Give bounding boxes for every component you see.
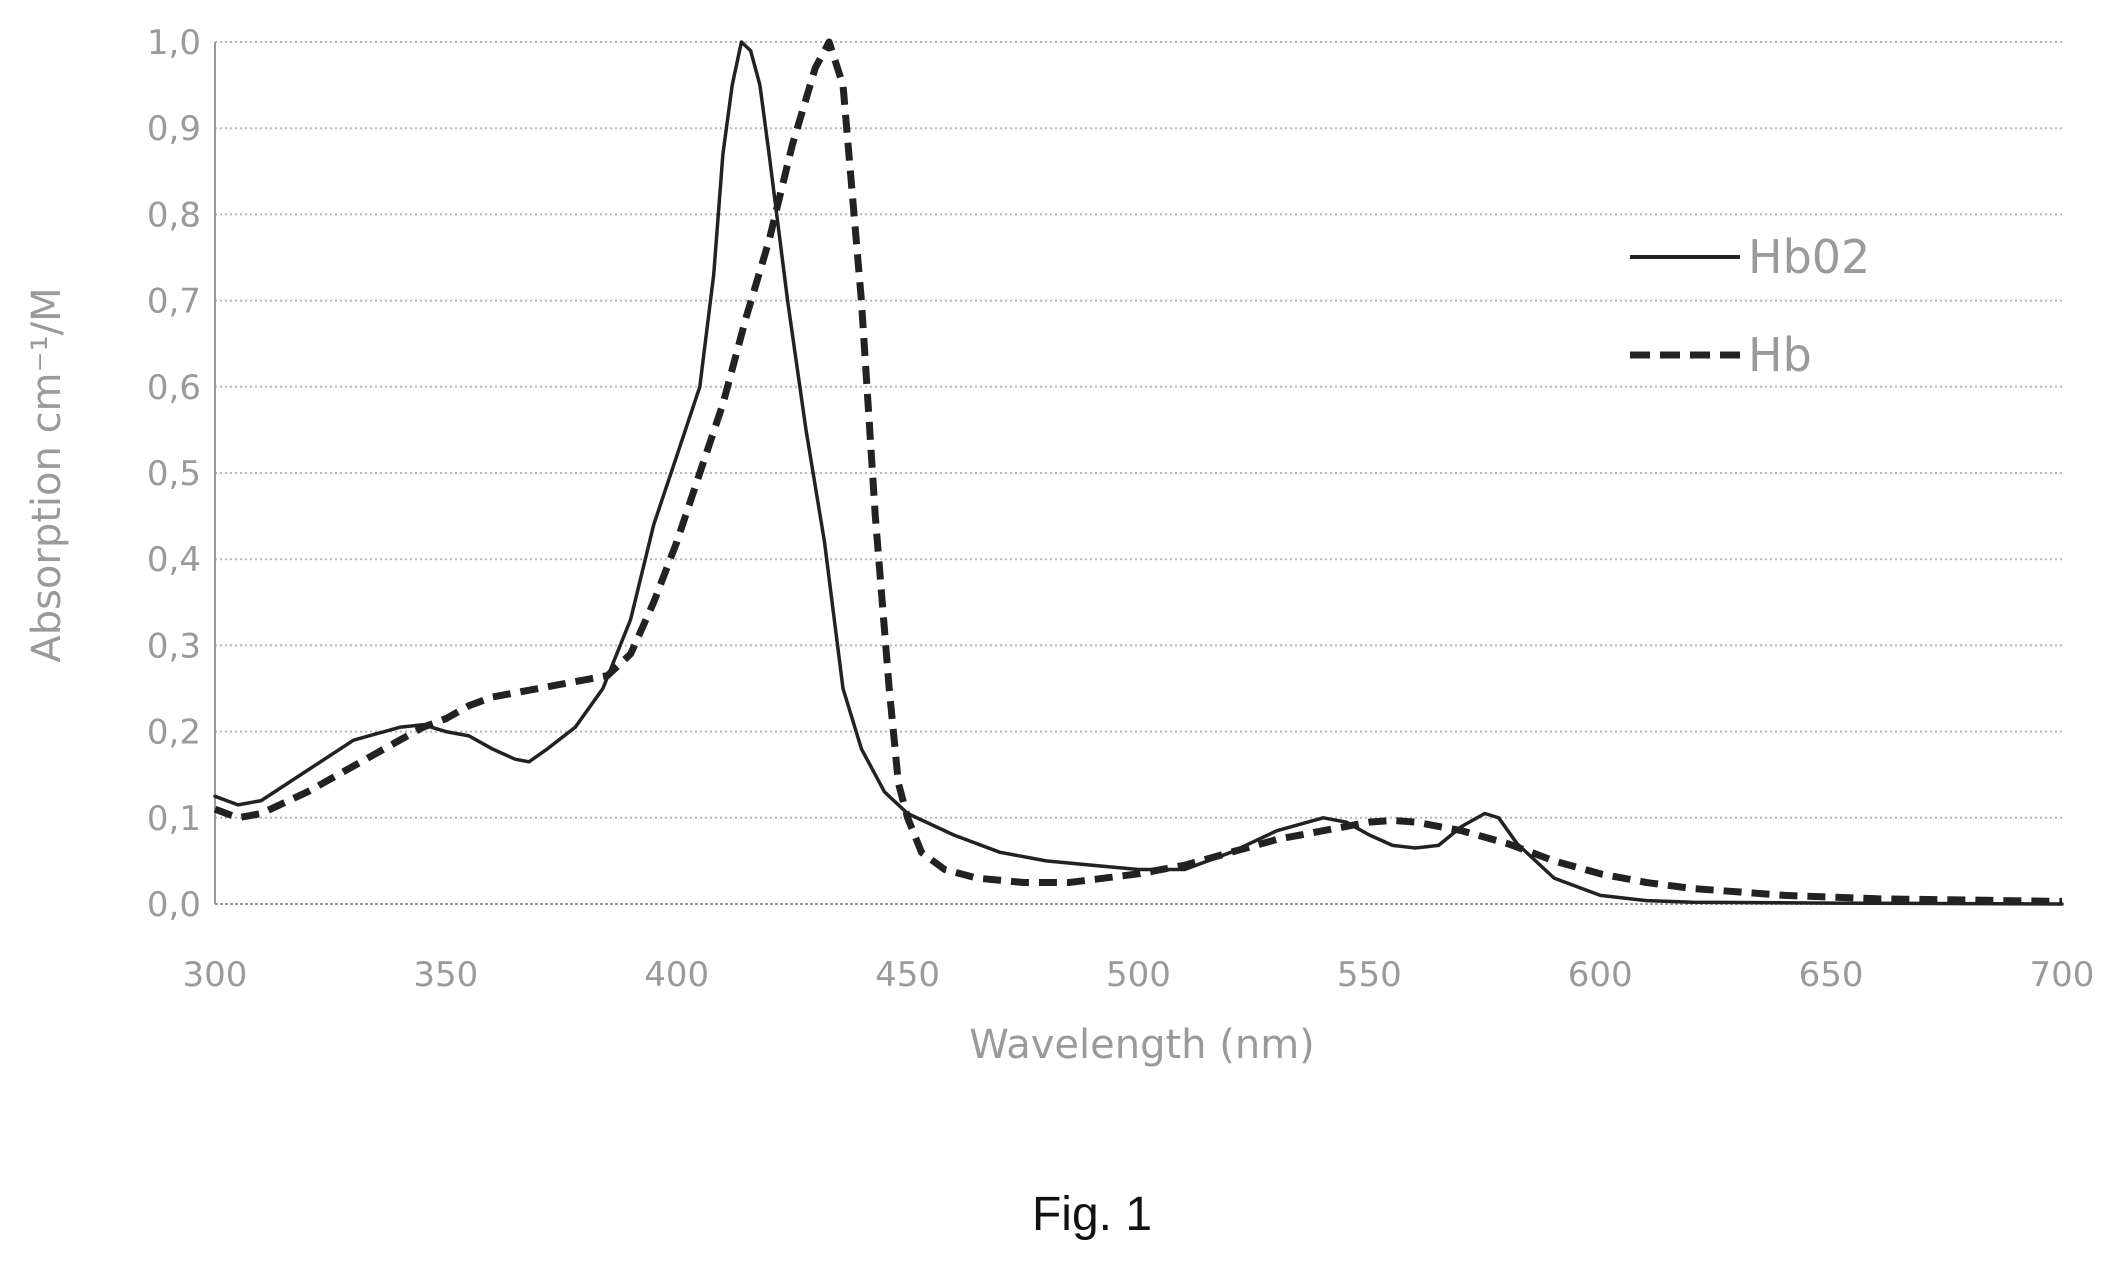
y-tick-label: 0,0 [147, 885, 201, 925]
y-axis-title: Absorption cm⁻¹/M [24, 287, 70, 662]
x-tick-label: 300 [183, 955, 248, 995]
x-tick-label: 500 [1106, 955, 1171, 995]
x-tick-label: 600 [1568, 955, 1633, 995]
y-tick-label: 0,6 [147, 368, 201, 408]
x-tick-label: 650 [1799, 955, 1864, 995]
x-tick-label: 400 [644, 955, 709, 995]
y-tick-label: 0,9 [147, 109, 201, 149]
gridlines [215, 41, 2062, 819]
y-tick-label: 0,7 [147, 282, 201, 322]
y-tick-label: 0,4 [147, 540, 201, 580]
figure-caption: Fig. 1 [1032, 1188, 1152, 1241]
axes [214, 42, 2062, 905]
x-tick-labels: 300 350 400 450 500 550 600 650 700 [183, 955, 2095, 995]
x-axis-title: Wavelength (nm) [969, 1022, 1315, 1068]
legend-label-hbo2: Hb02 [1748, 230, 1870, 284]
x-tick-label: 350 [413, 955, 478, 995]
y-tick-label: 0,5 [147, 454, 201, 494]
series-lines [213, 38, 2064, 906]
legend-label-hb: Hb [1748, 328, 1812, 382]
y-tick-label: 1,0 [147, 23, 201, 63]
legend: Hb02 Hb [1630, 230, 1870, 382]
x-tick-label: 550 [1337, 955, 1402, 995]
y-tick-labels: 0,0 0,1 0,2 0,3 0,4 0,5 0,6 0,7 0,8 0,9 1,0 [147, 23, 201, 925]
series-line-hb02 [213, 40, 2064, 906]
y-tick-label: 0,3 [147, 626, 201, 666]
y-tick-label: 0,2 [147, 713, 201, 753]
y-tick-label: 0,1 [147, 799, 201, 839]
x-tick-label: 450 [875, 955, 940, 995]
x-tick-label: 700 [2030, 955, 2095, 995]
y-tick-label: 0,8 [147, 195, 201, 235]
series-line-hb [213, 38, 2063, 905]
